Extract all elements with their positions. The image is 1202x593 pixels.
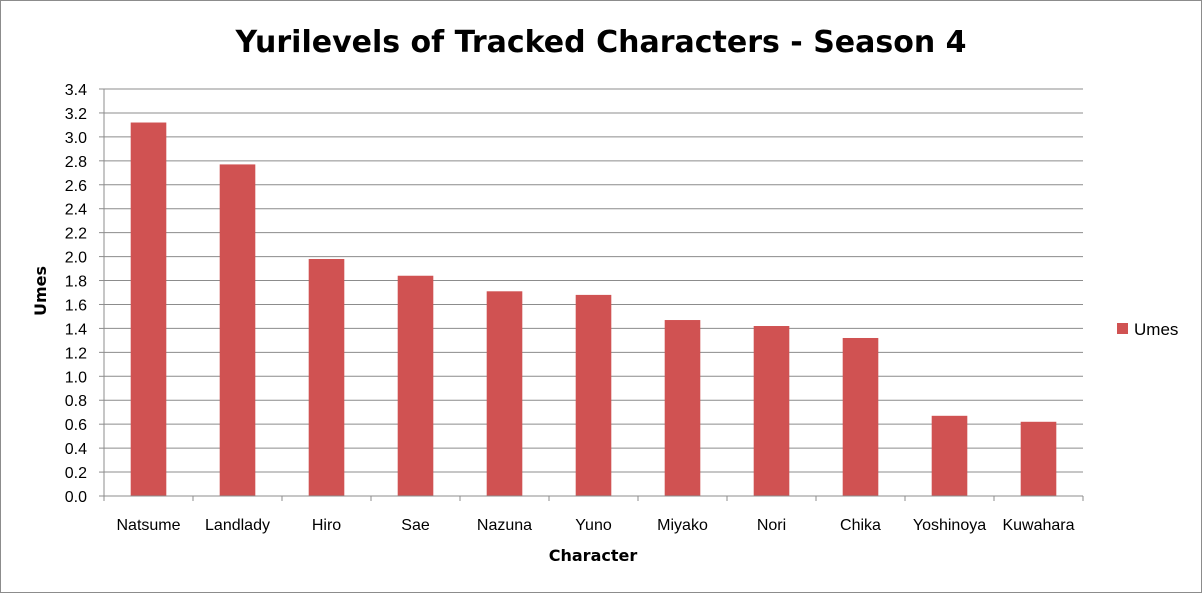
y-tick-label: 1.8 bbox=[65, 274, 87, 291]
legend-label: Umes bbox=[1134, 320, 1178, 339]
x-tick-label: Natsume bbox=[116, 517, 180, 534]
y-tick-label: 3.4 bbox=[65, 82, 87, 99]
y-axis-title: Umes bbox=[31, 266, 50, 316]
y-tick-label: 1.0 bbox=[65, 369, 87, 386]
y-tick-label: 3.0 bbox=[65, 130, 87, 147]
y-tick-label: 2.4 bbox=[65, 202, 87, 219]
bar-nazuna bbox=[486, 291, 523, 496]
legend: Umes bbox=[1117, 320, 1178, 339]
x-tick-label: Sae bbox=[401, 517, 430, 534]
x-tick-label: Hiro bbox=[312, 517, 341, 534]
x-tick-label: Nazuna bbox=[477, 517, 532, 534]
bar-landlady bbox=[219, 164, 256, 496]
x-tick-labels: Natsume Landlady Hiro Sae Nazuna Yuno Miyako No… bbox=[116, 517, 1074, 534]
bar-yuno bbox=[575, 294, 612, 496]
y-tick-label: 2.0 bbox=[65, 250, 87, 267]
bar-kuwahara bbox=[1020, 421, 1057, 496]
bar-sae bbox=[397, 275, 434, 496]
x-tick-label: Kuwahara bbox=[1002, 517, 1074, 534]
x-tick-label: Yoshinoya bbox=[913, 517, 986, 534]
y-tick-label: 2.8 bbox=[65, 154, 87, 171]
y-tick-labels: 0.0 0.2 0.4 0.6 0.8 1.0 1.2 1.4 1.6 1.8 2.0 2.2 2.4 2… bbox=[65, 82, 87, 506]
bar-miyako bbox=[664, 320, 701, 496]
x-tick-label: Miyako bbox=[657, 517, 708, 534]
x-tick-label: Chika bbox=[840, 517, 881, 534]
y-tick-label: 1.2 bbox=[65, 345, 87, 362]
bar-nori bbox=[753, 326, 790, 496]
y-tick-label: 0.4 bbox=[65, 441, 87, 458]
bar-yoshinoya bbox=[931, 415, 968, 496]
y-tick-label: 3.2 bbox=[65, 106, 87, 123]
bar-natsume bbox=[130, 122, 167, 497]
x-axis-title: Character bbox=[549, 546, 638, 565]
legend-swatch bbox=[1117, 323, 1128, 334]
y-tick-label: 0.2 bbox=[65, 465, 87, 482]
y-tick-label: 0.0 bbox=[65, 489, 87, 506]
bar-chika bbox=[842, 337, 879, 496]
bars bbox=[130, 122, 1057, 497]
y-tick-label: 2.2 bbox=[65, 226, 87, 243]
axes bbox=[99, 88, 1084, 501]
y-tick-label: 0.8 bbox=[65, 393, 87, 410]
bar-hiro bbox=[308, 258, 345, 496]
y-tick-label: 0.6 bbox=[65, 417, 87, 434]
y-tick-label: 2.6 bbox=[65, 178, 87, 195]
chart-title: Yurilevels of Tracked Characters - Seaso… bbox=[234, 25, 966, 60]
x-tick-label: Yuno bbox=[575, 517, 612, 534]
x-tick-label: Nori bbox=[757, 517, 786, 534]
y-tick-label: 1.6 bbox=[65, 297, 87, 314]
x-tick-label: Landlady bbox=[205, 517, 270, 534]
y-tick-label: 1.4 bbox=[65, 321, 87, 338]
